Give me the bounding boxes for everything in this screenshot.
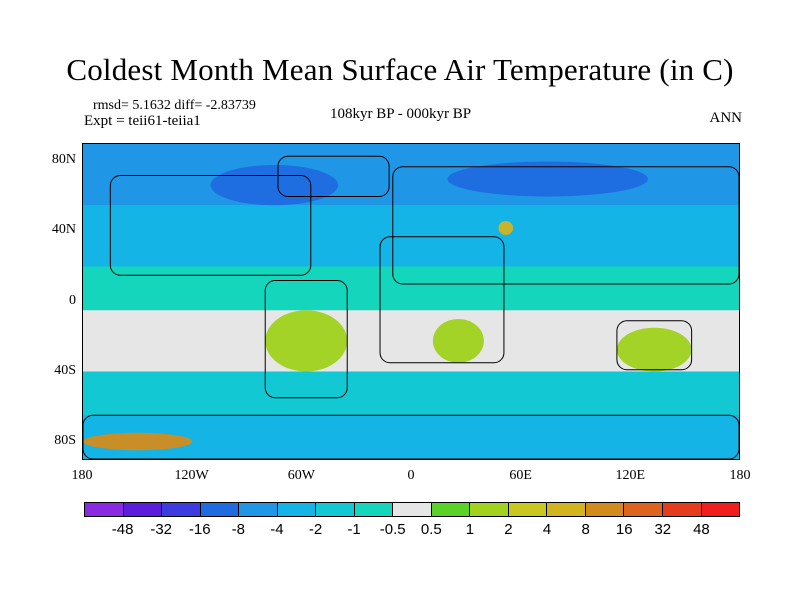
- colorbar-level-label: -16: [188, 521, 211, 538]
- colorbar-level-label: 48: [693, 521, 710, 538]
- colorbar-level-label: -0.5: [379, 521, 406, 538]
- colorbar-swatch: [162, 503, 201, 516]
- x-tick-label: 180: [729, 468, 751, 483]
- colorbar-swatch: [470, 503, 509, 516]
- coastline-north-america: [109, 175, 312, 276]
- colorbar-swatch: [393, 503, 432, 516]
- colorbar-swatch: [585, 503, 625, 516]
- colorbar-level-label: -4: [270, 521, 284, 538]
- y-tick-label: 40S: [54, 362, 76, 378]
- colorbar-level-label: -32: [150, 521, 173, 538]
- colorbar-level-label: -8: [231, 521, 246, 538]
- colorbar-level-label: 0.5: [420, 521, 442, 538]
- colorbar: [84, 502, 740, 517]
- y-tick-label: 0: [69, 292, 76, 308]
- experiment-label: Expt = teii61-teiia1: [84, 113, 201, 129]
- region-tropical-band: [83, 266, 739, 311]
- y-tick-label: 80S: [54, 433, 76, 449]
- colorbar-swatch: [354, 503, 394, 516]
- coastline-antarctica: [83, 414, 739, 459]
- colorbar-swatch: [316, 503, 355, 516]
- colorbar-level-label: 8: [581, 521, 590, 538]
- x-tick-label: 60W: [287, 468, 315, 483]
- colorbar-swatch: [85, 503, 124, 516]
- coastline-greenland: [277, 155, 390, 197]
- y-tick-label: 40N: [51, 222, 76, 238]
- coastline-australia: [616, 320, 693, 371]
- period-label: 108kyr BP - 000kyr BP: [330, 106, 472, 122]
- region-southern-ocean: [83, 371, 739, 416]
- region-australia-warm: [616, 327, 692, 372]
- x-tick-label: 120W: [174, 468, 209, 483]
- map-title: Coldest Month Mean Surface Air Temperatu…: [66, 52, 734, 87]
- colorbar-swatch: [508, 503, 548, 516]
- coastline-eurasia: [392, 166, 739, 285]
- stats-line: rmsd= 5.1632 diff= -2.83739: [93, 98, 256, 113]
- colorbar-swatch: [662, 503, 702, 516]
- region-antarctic-peninsula-warm: [83, 432, 193, 451]
- season-label: ANN: [709, 110, 743, 126]
- colorbar-level-label: 32: [654, 521, 672, 538]
- colorbar-swatch: [431, 503, 471, 516]
- colorbar-level-label: 16: [615, 521, 633, 538]
- colorbar-level-label: -48: [111, 521, 134, 538]
- region-antarctic-coast: [83, 415, 739, 459]
- x-tick-label: 120E: [615, 468, 646, 483]
- colorbar-level-label: -1: [347, 521, 361, 538]
- map-svg: [83, 144, 739, 459]
- colorbar-swatch: [277, 503, 317, 516]
- x-tick-label: 0: [407, 468, 415, 483]
- x-tick-label: 180: [71, 468, 93, 483]
- colorbar-swatch: [547, 503, 586, 516]
- region-southern-africa-warm: [432, 319, 484, 363]
- colorbar-swatch: [123, 503, 163, 516]
- region-south-america-warm: [265, 310, 348, 372]
- colorbar-swatch: [200, 503, 240, 516]
- colorbar-swatch: [239, 503, 278, 516]
- region-caspian-warm-spot: [498, 221, 514, 235]
- colorbar-level-label: 4: [542, 521, 552, 538]
- region-northern-midlatitude: [83, 205, 739, 267]
- region-siberia-cold: [447, 161, 648, 197]
- colorbar-swatch: [624, 503, 663, 516]
- x-tick-label: 60E: [509, 468, 532, 483]
- colorbar-swatch: [701, 503, 740, 516]
- colorbar-level-label: -2: [308, 521, 323, 538]
- colorbar-level-label: 1: [465, 521, 475, 538]
- map-plot-area: [82, 143, 740, 460]
- region-north-atlantic-cold: [210, 165, 339, 206]
- colorbar-level-label: 2: [504, 521, 513, 538]
- coastline-south-america: [264, 280, 348, 399]
- y-tick-label: 80N: [51, 151, 76, 167]
- coastline-africa: [379, 236, 505, 364]
